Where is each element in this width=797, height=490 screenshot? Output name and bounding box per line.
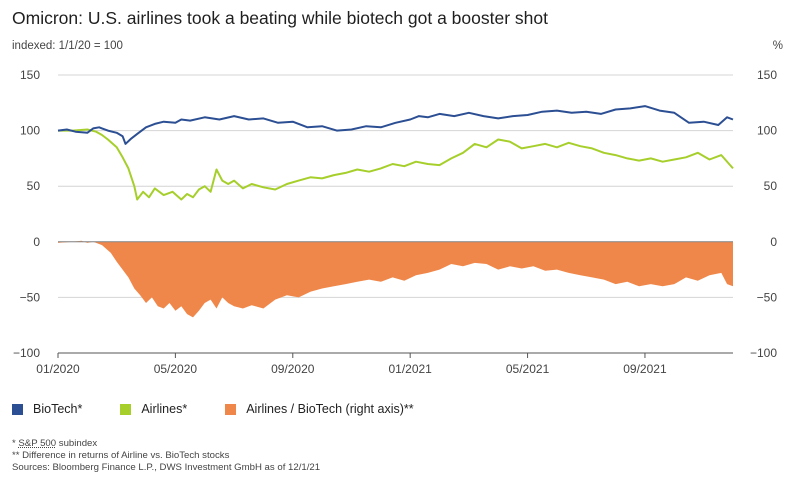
legend: BioTech* Airlines* Airlines / BioTech (r…: [12, 402, 452, 416]
y-tick-left: −100: [13, 346, 40, 360]
y-tick-right: 100: [757, 124, 777, 138]
chart-canvas: 150 100 50 0 −50 −100 150 100 50 0 −50 −100 01/202…: [13, 68, 777, 376]
footnote-1-suffix: subindex: [56, 438, 98, 449]
footnotes: * S&P 500 subindex ** Difference in retu…: [12, 438, 320, 474]
footnote-1: * S&P 500 subindex: [12, 438, 320, 450]
x-tick-label: 05/2020: [154, 362, 198, 376]
y-tick-left: 0: [33, 235, 40, 249]
x-tick-label: 01/2020: [36, 362, 80, 376]
footnote-1-prefix: *: [12, 438, 19, 449]
x-tick-label: 09/2020: [271, 362, 315, 376]
legend-swatch-biotech: [12, 403, 23, 415]
legend-swatch-airlines: [120, 403, 132, 415]
legend-swatch-ratio: [225, 403, 237, 415]
right-y-tick-labels: 150 100 50 0 −50 −100: [750, 68, 777, 360]
left-axis-unit-label: indexed: 1/1/20 = 100: [12, 40, 123, 52]
legend-item-airlines: Airlines*: [120, 402, 187, 416]
series-area-airlines-biotech: [58, 240, 733, 318]
y-tick-left: 100: [20, 124, 40, 138]
legend-label-airlines: Airlines*: [141, 402, 188, 416]
y-tick-right: 0: [770, 235, 777, 249]
ratio-area-layer: [58, 240, 733, 318]
series-line-layer: [57, 105, 734, 201]
left-y-tick-labels: 150 100 50 0 −50 −100: [13, 68, 40, 360]
legend-item-biotech: BioTech*: [12, 402, 82, 416]
footnote-2: ** Difference in returns of Airline vs. …: [12, 450, 230, 461]
chart-title: Omicron: U.S. airlines took a beating wh…: [12, 8, 548, 28]
right-axis-unit-label: %: [772, 40, 783, 52]
footnote-sources: Sources: Bloomberg Finance L.P., DWS Inv…: [12, 462, 321, 473]
legend-label-ratio: Airlines / BioTech (right axis)**: [246, 402, 414, 416]
y-tick-right: 50: [764, 179, 778, 193]
series-line-airlines: [58, 128, 734, 201]
axis-layer: [57, 241, 733, 358]
legend-item-ratio: Airlines / BioTech (right axis)**: [225, 402, 414, 416]
y-tick-right: −50: [757, 290, 778, 304]
gridlines: [58, 74, 733, 298]
series-line-biotech: [57, 105, 734, 145]
y-tick-left: −50: [20, 290, 41, 304]
y-tick-left: 50: [27, 179, 41, 193]
sp500-link[interactable]: S&P 500: [18, 438, 57, 449]
y-tick-right: 150: [757, 68, 777, 82]
x-tick-label: 09/2021: [623, 362, 667, 376]
x-tick-label: 01/2021: [388, 362, 432, 376]
legend-label-biotech: BioTech*: [33, 402, 83, 416]
x-tick-label: 05/2021: [506, 362, 550, 376]
y-tick-right: −100: [750, 346, 777, 360]
x-tick-labels: 01/2020 05/2020 09/2020 01/2021 05/2021 09/20…: [36, 362, 667, 376]
y-tick-left: 150: [20, 68, 40, 82]
